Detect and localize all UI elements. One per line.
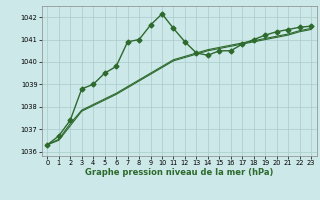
X-axis label: Graphe pression niveau de la mer (hPa): Graphe pression niveau de la mer (hPa) (85, 168, 273, 177)
